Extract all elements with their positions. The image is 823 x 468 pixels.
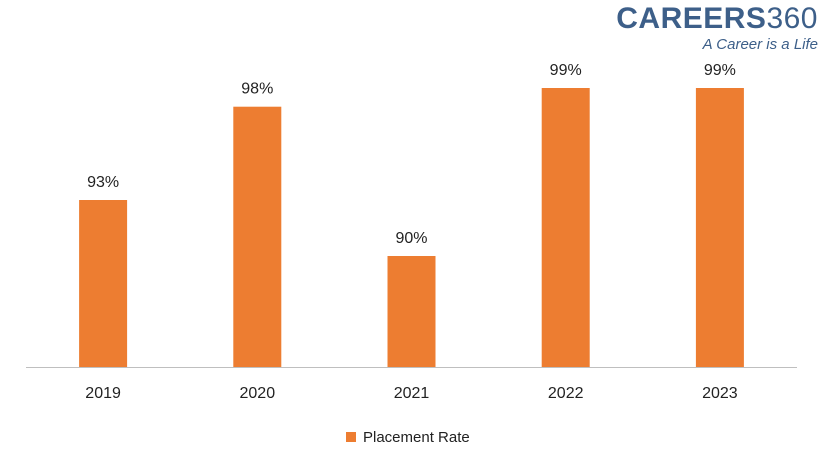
bar-2023 <box>695 88 744 367</box>
bar-2019 <box>79 200 128 367</box>
logo-wordmark: CAREERS360 <box>616 4 818 34</box>
x-tick-label-2020: 2020 <box>240 385 276 402</box>
x-tick-label-2021: 2021 <box>394 385 430 402</box>
bar-2021 <box>387 256 436 367</box>
data-label-2021: 90% <box>395 230 427 247</box>
x-tick-label-2023: 2023 <box>702 385 738 402</box>
logo-tagline: A Career is a Life <box>702 36 818 53</box>
x-tick-label-2022: 2022 <box>548 385 584 402</box>
legend-swatch <box>346 432 356 442</box>
bar-2020 <box>233 106 282 367</box>
data-label-2023: 99% <box>704 62 736 79</box>
data-label-2022: 99% <box>550 62 582 79</box>
data-label-2020: 98% <box>241 81 273 98</box>
legend-label: Placement Rate <box>363 428 470 446</box>
careers360-logo: CAREERS360 A Career is a Life <box>616 4 820 54</box>
bar-2022 <box>541 88 590 367</box>
logo-brand-number: 360 <box>766 2 818 35</box>
data-label-2019: 93% <box>87 174 119 191</box>
logo-brand-text: CAREERS <box>616 2 767 35</box>
x-tick-label-2019: 2019 <box>85 385 121 402</box>
legend: Placement Rate <box>346 427 470 447</box>
